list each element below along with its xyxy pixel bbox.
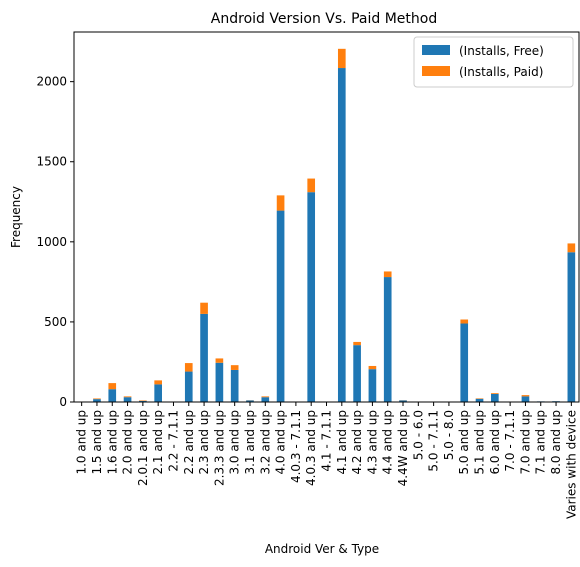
x-tick-label: 8.0 and up bbox=[549, 410, 563, 475]
y-tick-label: 2000 bbox=[36, 75, 67, 89]
x-tick-label: 6.0 and up bbox=[488, 410, 502, 475]
bar-free bbox=[200, 313, 208, 402]
x-tick-label: 4.0.3 - 7.1.1 bbox=[289, 410, 303, 483]
y-tick-label: 500 bbox=[44, 315, 67, 329]
x-tick-label: 2.2 and up bbox=[182, 410, 196, 475]
bars-group bbox=[77, 48, 576, 402]
legend-label: (Installs, Paid) bbox=[459, 65, 543, 79]
chart-title: Android Version Vs. Paid Method bbox=[211, 11, 437, 27]
bar-paid bbox=[337, 48, 346, 69]
bar-paid bbox=[154, 380, 162, 385]
bar-free bbox=[368, 369, 377, 402]
x-tick-label: 7.1 and up bbox=[534, 410, 548, 475]
plot-frame bbox=[73, 31, 580, 403]
bar-free bbox=[353, 345, 361, 402]
x-tick-label: 7.0 - 7.1.1 bbox=[503, 410, 517, 472]
bar-paid bbox=[368, 365, 377, 370]
bar-free bbox=[93, 399, 101, 402]
x-tick-label: 2.0 and up bbox=[121, 410, 135, 475]
bar-paid bbox=[353, 341, 361, 346]
x-tick-label: 1.6 and up bbox=[105, 410, 119, 475]
bar-free bbox=[399, 400, 407, 402]
bar-free bbox=[215, 362, 224, 402]
x-tick-label: 4.1 and up bbox=[335, 410, 349, 475]
x-tick-label: 5.0 - 6.0 bbox=[411, 410, 425, 460]
y-tick-label: 1000 bbox=[36, 235, 67, 249]
bar-paid bbox=[276, 195, 285, 211]
bar-free bbox=[491, 393, 499, 402]
bar-free bbox=[383, 277, 392, 402]
bar-free bbox=[460, 323, 469, 402]
legend-swatch bbox=[422, 45, 450, 55]
x-tick-label: 3.0 and up bbox=[228, 410, 242, 475]
x-tick-label: 1.0 and up bbox=[75, 410, 89, 475]
x-tick-label: Varies with device bbox=[564, 410, 578, 519]
bar-free bbox=[154, 384, 162, 402]
x-tick-label: 5.0 - 7.1.1 bbox=[427, 410, 441, 472]
x-tick-label: 3.1 and up bbox=[243, 410, 257, 475]
bar-free bbox=[139, 400, 147, 402]
x-tick-label: 4.4W and up bbox=[396, 410, 410, 486]
y-axis-label: Frequency bbox=[9, 186, 23, 248]
legend-box bbox=[413, 36, 574, 88]
bar-free bbox=[475, 398, 484, 402]
bar-free bbox=[123, 397, 132, 402]
bar-paid bbox=[460, 319, 469, 324]
bar-paid bbox=[215, 358, 224, 363]
bar-paid bbox=[521, 395, 530, 397]
bar-paid bbox=[383, 271, 392, 278]
legend: (Installs, Free) (Installs, Paid) bbox=[413, 36, 574, 88]
bar-free bbox=[337, 68, 346, 402]
bar-free bbox=[276, 210, 285, 402]
bar-free bbox=[246, 400, 254, 402]
x-axis-label: Android Ver & Type bbox=[265, 542, 379, 556]
x-tick-label: 3.2 and up bbox=[258, 410, 272, 475]
x-axis: 1.0 and up 1.5 and up 1.6 and up 2.0 and up… bbox=[75, 402, 578, 519]
x-tick-label: 2.2 - 7.1.1 bbox=[166, 410, 180, 472]
bar-paid bbox=[261, 396, 270, 398]
x-tick-label: 4.1 - 7.1.1 bbox=[320, 410, 334, 472]
bar-paid bbox=[230, 365, 239, 370]
x-tick-label: 2.0.1 and up bbox=[136, 410, 150, 486]
y-tick-label: 0 bbox=[59, 395, 67, 409]
bar-paid bbox=[123, 396, 132, 398]
bar-free bbox=[184, 371, 193, 402]
x-tick-label: 4.4 and up bbox=[381, 410, 395, 475]
x-tick-label: 4.3 and up bbox=[365, 410, 379, 475]
bar-free bbox=[307, 192, 316, 402]
bar-free bbox=[108, 389, 117, 402]
x-tick-label: 1.5 and up bbox=[90, 410, 104, 475]
bar-paid bbox=[93, 398, 101, 400]
x-tick-label: 7.0 and up bbox=[518, 410, 532, 475]
x-tick-label: 2.3.3 and up bbox=[212, 410, 226, 486]
y-tick-label: 1500 bbox=[36, 155, 67, 169]
x-tick-label: 4.0.3 and up bbox=[304, 410, 318, 486]
bar-paid bbox=[108, 383, 117, 390]
bar-paid bbox=[307, 178, 316, 193]
bar-paid bbox=[567, 243, 576, 253]
legend-swatch bbox=[422, 66, 450, 76]
x-tick-label: 5.1 and up bbox=[473, 410, 487, 475]
bar-paid bbox=[184, 363, 193, 372]
bar-free bbox=[567, 252, 576, 402]
bar-free bbox=[230, 369, 239, 402]
x-tick-label: 5.0 and up bbox=[457, 410, 471, 475]
x-tick-label: 5.0 - 8.0 bbox=[442, 410, 456, 460]
bar-free bbox=[521, 396, 530, 402]
x-tick-label: 4.0 and up bbox=[274, 410, 288, 475]
x-tick-label: 4.2 and up bbox=[350, 410, 364, 475]
legend-label: (Installs, Free) bbox=[459, 44, 544, 58]
bar-free bbox=[261, 397, 270, 402]
x-tick-label: 2.1 and up bbox=[151, 410, 165, 475]
bar-paid bbox=[491, 393, 499, 394]
bar-paid bbox=[200, 302, 208, 314]
x-tick-label: 2.3 and up bbox=[197, 410, 211, 475]
y-axis: 0 500 1000 1500 2000 bbox=[36, 75, 74, 409]
